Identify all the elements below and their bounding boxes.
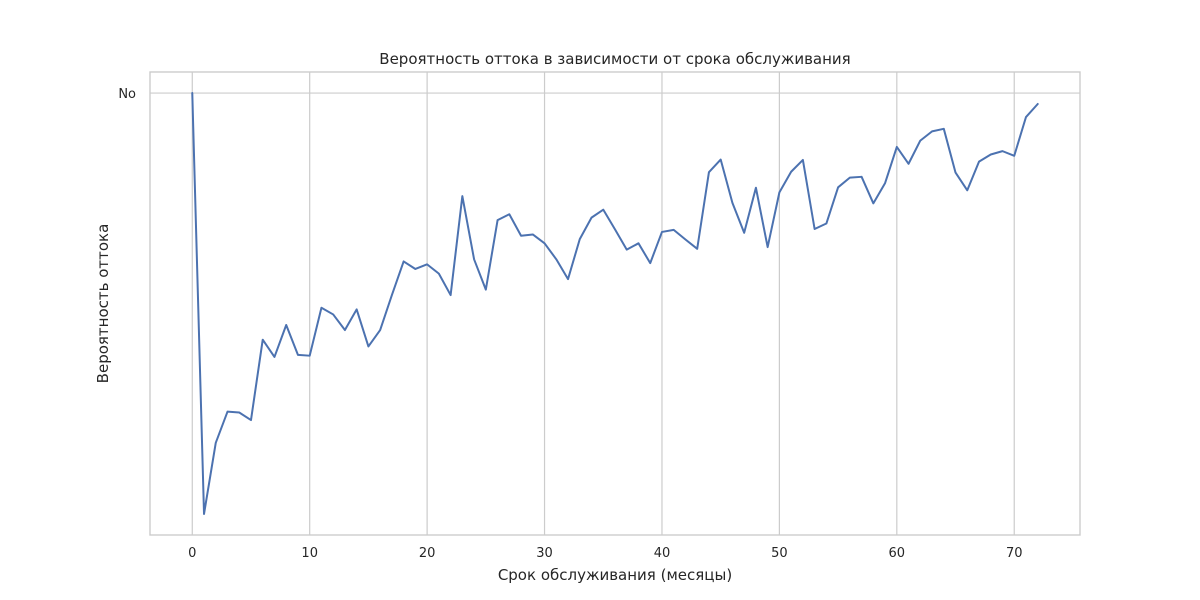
- x-tick-label: 40: [654, 546, 671, 561]
- grid-layer: [150, 72, 1080, 535]
- x-axis-label: Срок обслуживания (месяцы): [498, 566, 732, 584]
- x-tick-label: 70: [1006, 546, 1023, 561]
- x-tick-label: 30: [536, 546, 553, 561]
- y-axis-label: Вероятность оттока: [94, 224, 112, 384]
- x-tick-label: 60: [889, 546, 906, 561]
- x-tick-label: 10: [301, 546, 318, 561]
- tick-labels: 0 10 20 30 40 50 60 70 No: [118, 87, 1022, 561]
- series-line: [191, 92, 1039, 515]
- x-tick-label: 0: [188, 546, 196, 561]
- x-tick-label: 50: [771, 546, 788, 561]
- plot-frame: [149, 71, 1081, 536]
- y-tick-label: No: [118, 87, 136, 102]
- x-tick-label: 20: [419, 546, 436, 561]
- chart-title: Вероятность оттока в зависимости от срок…: [379, 50, 850, 68]
- plot-border: [149, 71, 1081, 536]
- line-layer: [191, 92, 1039, 515]
